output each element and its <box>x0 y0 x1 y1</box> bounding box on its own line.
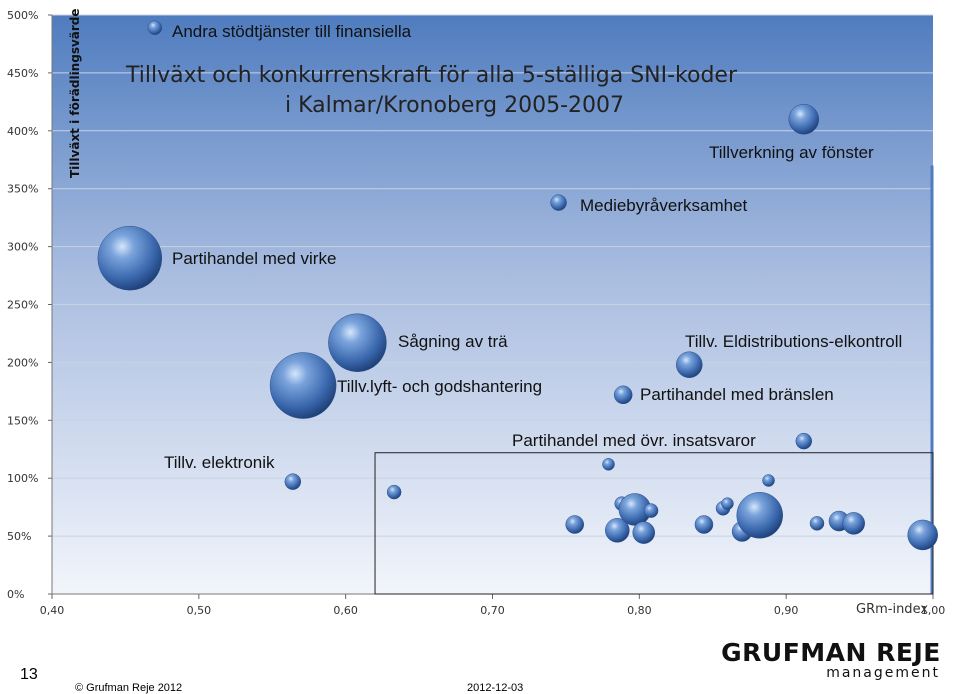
bubble <box>147 20 163 35</box>
bubbles <box>97 20 938 551</box>
bubble <box>605 518 630 543</box>
x-tick-label: 0,40 <box>40 604 65 617</box>
x-tick-label: 0,50 <box>187 604 212 617</box>
bubble <box>284 473 302 490</box>
bubble <box>550 194 567 211</box>
bubble-labels: Andra stödtjänster till finansiella Tillv… <box>164 22 902 472</box>
bubble <box>694 515 714 534</box>
chart-title-line-1: Tillväxt och konkurrenskraft för alla 5-… <box>125 63 738 88</box>
y-tick-label: 250% <box>7 299 38 312</box>
gridlines <box>52 14 933 595</box>
bubble <box>565 515 584 534</box>
bubble-label: Tillv.lyft- och godshantering <box>337 377 542 396</box>
bubble <box>907 519 938 551</box>
y-tick-label: 400% <box>7 125 38 138</box>
slide-number: 13 <box>20 666 38 683</box>
y-tick-label: 450% <box>7 67 38 80</box>
y-tick-label: 350% <box>7 183 38 196</box>
logo-subtitle: management <box>826 665 940 681</box>
bubble <box>643 503 659 518</box>
x-tick-label: 0,70 <box>480 604 505 617</box>
y-tick-label: 200% <box>7 356 38 369</box>
bubble-label: Tillverkning av fönster <box>709 143 874 162</box>
y-axis-title: Tillväxt i förädlingsvärde <box>68 8 82 178</box>
bubble <box>269 352 337 419</box>
bubble-label: Sågning av trä <box>398 332 508 351</box>
bubble <box>736 492 783 539</box>
y-tick-label: 0% <box>7 588 24 601</box>
bubble-label: Partihandel med övr. insatsvaror <box>512 431 756 450</box>
x-tick-label: 0,60 <box>333 604 358 617</box>
logo-brand: GRUFMAN REJE <box>721 638 941 667</box>
company-logo: GRUFMAN REJE management <box>716 640 946 681</box>
bubble-label: Andra stödtjänster till finansiella <box>172 22 412 41</box>
y-tick-label: 500% <box>7 9 38 22</box>
y-tick-label: 100% <box>7 472 38 485</box>
bubble <box>842 512 865 535</box>
bubble-chart: 0% 50% 100% 150% 200% 250% 300% 350% 400% 450% 500… <box>7 8 946 617</box>
bubble-label: Tillv. elektronik <box>164 453 275 472</box>
bubble <box>97 225 163 291</box>
bubble <box>328 313 387 372</box>
bubble <box>721 497 734 510</box>
bubble-label: Partihandel med bränslen <box>640 385 834 404</box>
footer-date: 2012-12-03 <box>467 682 524 694</box>
bubble <box>602 458 615 471</box>
bubble <box>386 484 402 500</box>
bubble <box>762 474 775 487</box>
y-tick-label: 150% <box>7 414 38 427</box>
bubble-label: Tillv. Eldistributions-elkontroll <box>685 332 902 351</box>
bubble <box>613 385 633 405</box>
x-tick-label: 1,00 <box>921 604 946 617</box>
x-tick-label: 0,90 <box>774 604 799 617</box>
x-tick-label: 0,80 <box>627 604 652 617</box>
x-axis-ticks: 0,40 0,50 0,60 0,70 0,80 0,90 1,00 <box>40 594 946 617</box>
copyright-text: © Grufman Reje 2012 <box>75 682 183 694</box>
bubble <box>809 516 825 531</box>
bubble-label: Partihandel med virke <box>172 249 336 268</box>
bubble <box>795 432 813 450</box>
highlight-region <box>374 452 934 595</box>
y-axis-ticks: 0% 50% 100% 150% 200% 250% 300% 350% 400% 450% 500… <box>7 9 52 601</box>
y-tick-label: 300% <box>7 241 38 254</box>
x-axis-title: GRm-index <box>856 602 928 617</box>
bubble-label: Mediebyråverksamhet <box>580 196 748 215</box>
chart-title: Tillväxt och konkurrenskraft för alla 5-… <box>125 63 738 118</box>
bubble <box>676 351 703 378</box>
y-tick-label: 50% <box>7 530 31 543</box>
chart-title-line-2: i Kalmar/Kronoberg 2005-2007 <box>285 93 624 118</box>
bubble <box>632 521 655 544</box>
bubble <box>788 103 820 135</box>
